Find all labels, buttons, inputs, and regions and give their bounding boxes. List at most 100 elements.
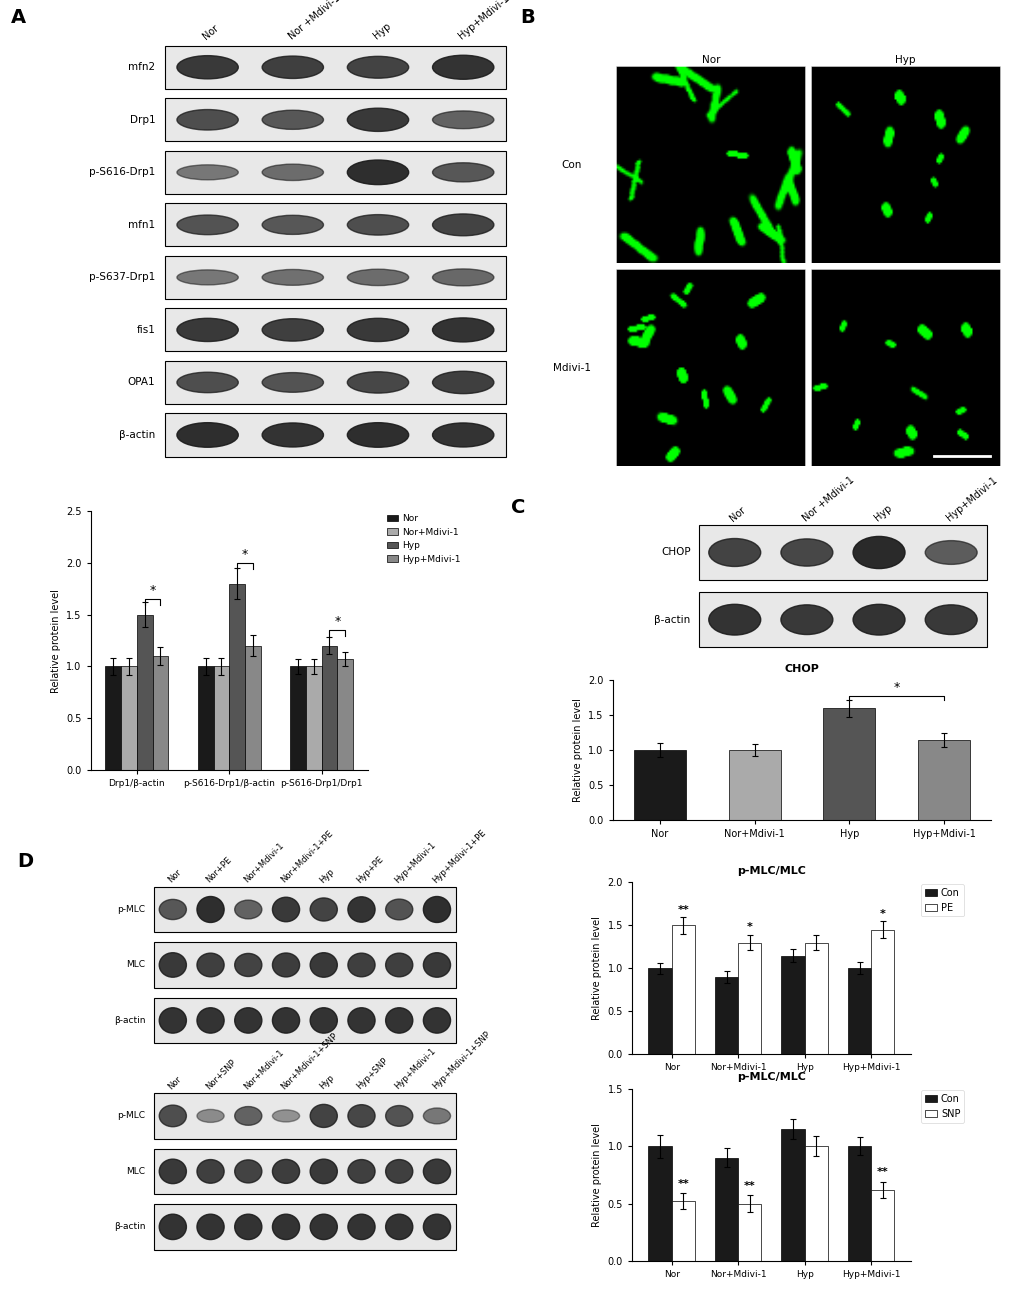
Text: Hyp+Mdivi-1: Hyp+Mdivi-1 xyxy=(392,1047,437,1091)
Ellipse shape xyxy=(176,110,238,130)
Ellipse shape xyxy=(262,164,323,180)
Ellipse shape xyxy=(708,604,760,635)
Ellipse shape xyxy=(234,900,262,919)
Ellipse shape xyxy=(159,1008,186,1033)
Ellipse shape xyxy=(234,1159,262,1183)
Ellipse shape xyxy=(262,215,323,235)
Ellipse shape xyxy=(310,1008,337,1033)
Bar xyxy=(633,750,686,820)
Ellipse shape xyxy=(432,422,493,447)
Y-axis label: Relative protein level: Relative protein level xyxy=(591,917,601,1020)
Legend: Nor, Nor+Mdivi-1, Hyp, Hyp+Mdivi-1: Nor, Nor+Mdivi-1, Hyp, Hyp+Mdivi-1 xyxy=(383,511,464,567)
Ellipse shape xyxy=(781,605,833,635)
Ellipse shape xyxy=(159,953,186,977)
Text: Nor +Mdivi-1: Nor +Mdivi-1 xyxy=(286,0,341,40)
Ellipse shape xyxy=(924,541,976,565)
Y-axis label: Relative protein level: Relative protein level xyxy=(591,1123,601,1227)
Text: β-actin: β-actin xyxy=(119,430,155,439)
Ellipse shape xyxy=(159,900,186,919)
Text: β-actin: β-actin xyxy=(114,1222,146,1231)
Text: β-actin: β-actin xyxy=(653,614,690,625)
Bar xyxy=(714,1158,738,1261)
Text: Hyp+Mdivi-1: Hyp+Mdivi-1 xyxy=(392,840,437,885)
Ellipse shape xyxy=(423,1214,450,1240)
Text: *: * xyxy=(149,584,156,597)
Ellipse shape xyxy=(423,953,450,977)
Bar xyxy=(648,969,672,1055)
Bar xyxy=(917,739,969,820)
Text: Hyp+Mdivi-1: Hyp+Mdivi-1 xyxy=(944,476,999,523)
Bar xyxy=(154,998,455,1043)
Text: C: C xyxy=(511,498,525,516)
Text: fis1: fis1 xyxy=(137,325,155,335)
Ellipse shape xyxy=(272,897,300,922)
Bar xyxy=(804,1146,827,1261)
Bar xyxy=(321,645,337,769)
Ellipse shape xyxy=(347,372,409,393)
Ellipse shape xyxy=(347,318,409,342)
Bar xyxy=(698,526,986,580)
Ellipse shape xyxy=(234,953,262,977)
Ellipse shape xyxy=(272,1214,300,1240)
Text: Hyp+Mdivi-1: Hyp+Mdivi-1 xyxy=(457,0,511,40)
Ellipse shape xyxy=(272,1110,300,1121)
Bar xyxy=(648,1146,672,1261)
Text: Nor+Mdivi-1+SNP: Nor+Mdivi-1+SNP xyxy=(279,1031,339,1091)
Ellipse shape xyxy=(347,897,375,922)
Text: Hyp+Mdivi-1+PE: Hyp+Mdivi-1+PE xyxy=(430,828,487,885)
Bar xyxy=(822,708,874,820)
Bar xyxy=(870,930,894,1055)
Ellipse shape xyxy=(347,1214,375,1240)
Bar xyxy=(154,887,455,932)
Ellipse shape xyxy=(347,1008,375,1033)
Text: β-actin: β-actin xyxy=(114,1016,146,1025)
Ellipse shape xyxy=(347,56,409,78)
Bar xyxy=(672,1201,694,1261)
Bar xyxy=(165,256,505,299)
Ellipse shape xyxy=(272,1008,300,1033)
Ellipse shape xyxy=(385,898,413,919)
Ellipse shape xyxy=(262,422,323,447)
Bar xyxy=(337,660,353,769)
Text: Nor: Nor xyxy=(166,1074,183,1091)
Bar xyxy=(714,977,738,1055)
Text: B: B xyxy=(520,8,534,27)
Bar xyxy=(137,614,153,769)
Text: *: * xyxy=(242,548,248,561)
Ellipse shape xyxy=(423,1159,450,1184)
Text: Nor+SNP: Nor+SNP xyxy=(204,1058,237,1091)
Y-axis label: Relative protein level: Relative protein level xyxy=(51,588,60,692)
Text: MLC: MLC xyxy=(126,1167,146,1176)
Ellipse shape xyxy=(234,1214,262,1240)
Bar xyxy=(804,943,827,1055)
Ellipse shape xyxy=(432,111,493,129)
Text: mfn1: mfn1 xyxy=(128,220,155,230)
Ellipse shape xyxy=(347,1159,375,1183)
Ellipse shape xyxy=(432,372,493,394)
Ellipse shape xyxy=(159,1104,186,1127)
Text: MLC: MLC xyxy=(126,961,146,969)
Ellipse shape xyxy=(262,373,323,393)
Y-axis label: Relative protein level: Relative protein level xyxy=(572,698,582,802)
Y-axis label: Mdivi-1: Mdivi-1 xyxy=(552,363,590,373)
Bar xyxy=(847,1146,870,1261)
Text: OPA1: OPA1 xyxy=(127,377,155,387)
Ellipse shape xyxy=(310,1104,337,1128)
Ellipse shape xyxy=(385,1159,413,1183)
Bar xyxy=(154,1204,455,1249)
Ellipse shape xyxy=(781,539,833,566)
Text: Nor+Mdivi-1+PE: Nor+Mdivi-1+PE xyxy=(279,829,335,885)
Text: Hyp: Hyp xyxy=(317,867,335,885)
Ellipse shape xyxy=(423,1108,450,1124)
Ellipse shape xyxy=(262,111,323,129)
Bar xyxy=(698,592,986,647)
Text: Nor: Nor xyxy=(166,868,183,885)
Ellipse shape xyxy=(272,953,300,977)
Text: CHOP: CHOP xyxy=(660,548,690,558)
Bar xyxy=(672,926,694,1055)
Bar xyxy=(154,943,455,987)
Text: **: ** xyxy=(677,1179,689,1189)
Bar xyxy=(213,666,229,769)
Text: **: ** xyxy=(876,1167,888,1178)
Text: *: * xyxy=(334,615,340,629)
